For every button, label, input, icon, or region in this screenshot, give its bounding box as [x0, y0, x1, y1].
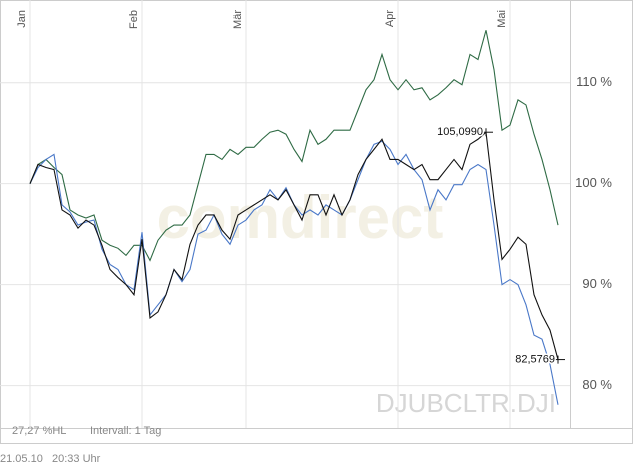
y-tick-label: 90 % — [582, 276, 612, 291]
x-tick-label: Mär — [232, 10, 244, 29]
x-tick-label: Apr — [384, 10, 396, 27]
footer-interval: Intervall: 1 Tag — [90, 425, 161, 437]
footer-left: 27,27 %HL — [12, 425, 66, 437]
x-tick-label: Feb — [128, 10, 140, 29]
timestamp: 21.05.10 20:33 Uhr — [0, 453, 101, 465]
line — [29, 30, 559, 262]
symbol: DJUBCLTR.DJI — [376, 388, 556, 418]
line — [29, 140, 559, 405]
x-tick-label: Mai — [496, 10, 508, 28]
x-tick-label: Jan — [16, 10, 28, 28]
y-tick-label: 80 % — [582, 377, 612, 392]
line — [29, 131, 559, 360]
value-label: 105,0990 — [437, 126, 483, 138]
frame — [0, 0, 633, 444]
y-tick-label: 110 % — [576, 74, 612, 89]
value-label: 82,5769 — [515, 353, 555, 365]
y-tick-label: 100 % — [575, 175, 612, 190]
